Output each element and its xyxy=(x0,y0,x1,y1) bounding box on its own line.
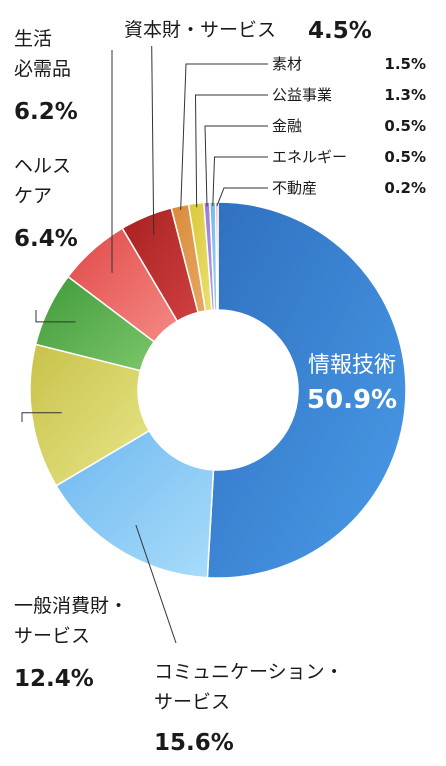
slice-10-value: 0.2% xyxy=(384,179,426,197)
slice-2-label-line-1: サービス xyxy=(14,625,90,647)
slice-3-leader xyxy=(35,310,76,323)
slice-9-leader xyxy=(212,156,268,207)
slice-2-leader xyxy=(21,412,62,422)
slice-10-label: 不動産 xyxy=(272,179,317,197)
slice-7-label: 公益事業 xyxy=(272,86,332,104)
slice-8-leader xyxy=(204,125,268,207)
slice-2-value: 12.4% xyxy=(14,666,94,692)
slice-3-label-line-0: ヘルス xyxy=(14,155,71,177)
slice-10-leader xyxy=(216,187,268,207)
slice-1-arc xyxy=(55,429,215,579)
slice-5-label: 資本財・サービス xyxy=(124,19,276,41)
slice-6-leader xyxy=(180,63,268,210)
slice-6-value: 1.5% xyxy=(384,55,426,73)
slice-3-label-line-1: ケア xyxy=(14,185,52,207)
slice-1-value: 15.6% xyxy=(154,730,234,756)
slice-4-label-line-0: 生活 xyxy=(14,28,52,50)
slice-1-label-line-1: サービス xyxy=(154,691,230,713)
slice-5-leader xyxy=(151,45,155,235)
slice-8-label: 金融 xyxy=(272,117,302,135)
slice-3-value: 6.4% xyxy=(14,226,78,252)
slice-2-label-line-0: 一般消費財・ xyxy=(14,595,128,617)
slice-0-arc xyxy=(206,201,407,579)
slice-1-leader xyxy=(135,524,177,644)
donut-slices xyxy=(29,201,407,579)
slice-1-label-line-0: コミュニケーション・ xyxy=(154,661,344,683)
slice-4-label-line-1: 必需品 xyxy=(14,58,71,80)
slice-9-value: 0.5% xyxy=(384,148,426,166)
slice-labels: 情報技術50.9%コミュニケーション・サービス15.6%一般消費財・サービス12… xyxy=(14,18,426,756)
slice-4-value: 6.2% xyxy=(14,99,78,125)
slice-9-label: エネルギー xyxy=(272,148,347,166)
slice-0-value: 50.9% xyxy=(307,385,397,415)
slice-4-leader xyxy=(111,50,113,273)
slice-0-label: 情報技術 xyxy=(308,353,396,378)
slice-5-value: 4.5% xyxy=(308,18,372,44)
slice-7-leader xyxy=(194,94,268,208)
leader-lines xyxy=(21,45,268,644)
slice-10-arc xyxy=(214,201,219,311)
slice-7-value: 1.3% xyxy=(384,86,426,104)
slice-8-value: 0.5% xyxy=(384,117,426,135)
slice-6-label: 素材 xyxy=(272,55,302,73)
